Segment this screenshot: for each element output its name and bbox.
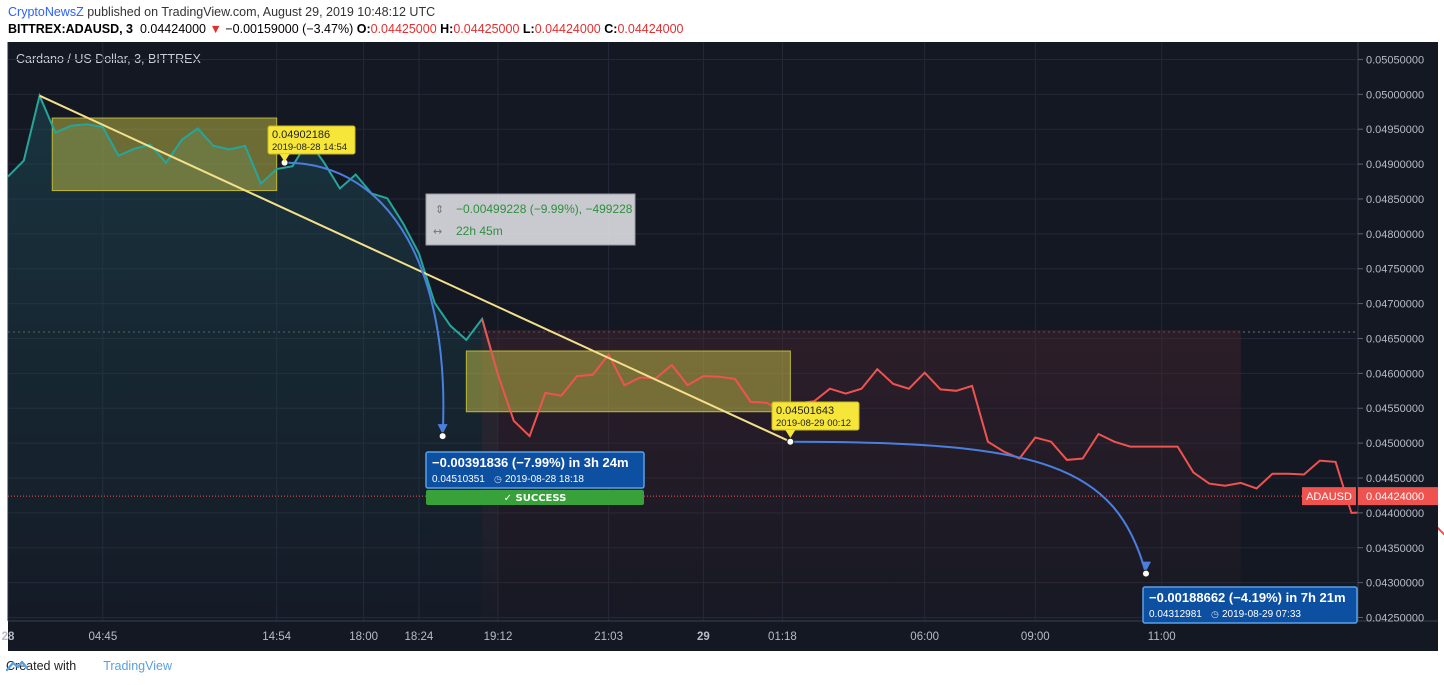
success-badge: [426, 490, 644, 505]
y-tick-label: 0.04550000: [1366, 403, 1424, 415]
low-label: L:: [522, 22, 535, 36]
y-tick-label: 0.04500000: [1366, 438, 1424, 450]
forecast-curve: [790, 440, 1147, 574]
price-note-date: 2019-08-28 14:54: [272, 142, 347, 153]
price-note-pointer: [785, 430, 796, 438]
measure-time: 22h 45m: [456, 224, 503, 238]
chart-header: CryptoNewsZ published on TradingView.com…: [0, 0, 1444, 42]
y-tick-label: 0.04650000: [1366, 333, 1424, 345]
high-label: H:: [440, 22, 454, 36]
x-tick-label: 18:00: [349, 631, 378, 643]
series-name-label: ADAUSD: [1306, 491, 1352, 503]
high-value: 0.04425000: [453, 22, 520, 36]
success-label: ✓ SUCCESS: [504, 493, 567, 504]
x-tick-label: 29: [697, 631, 710, 643]
price-note-box: [771, 401, 860, 431]
green-area: [8, 95, 498, 621]
y-tick-label: 0.04800000: [1366, 229, 1424, 241]
current-price-label: 0.04424000: [1366, 491, 1424, 503]
forecast-price: 0.04510351: [432, 474, 485, 485]
price-change: −0.00159000 (−3.47%): [225, 22, 354, 36]
footer: Created with TradingView: [6, 659, 172, 674]
last-price: 0.04424000: [139, 22, 207, 36]
anchor-point: [786, 437, 795, 446]
forecast-callout: [1142, 586, 1358, 624]
x-tick-label: 11:00: [1148, 631, 1176, 643]
forecast-callout: [425, 451, 645, 489]
y-tick-label: 0.04900000: [1366, 159, 1424, 171]
forecast-curve: [284, 161, 445, 437]
y-tick-label: 0.04450000: [1366, 473, 1424, 485]
ohlc-line: BITTREX:ADAUSD, 3 0.04424000 ▼ −0.001590…: [8, 22, 683, 36]
consolidation-zone: [465, 350, 791, 413]
close-value: 0.04424000: [617, 22, 684, 36]
price-scale: [1358, 42, 1438, 621]
forecast-price: 0.04312981: [1149, 609, 1202, 620]
open-label: O:: [356, 22, 371, 36]
symbol-label: BITTREX:ADAUSD, 3: [8, 22, 134, 36]
green-line: [7, 92, 499, 376]
x-tick-label: 21:03: [594, 631, 623, 643]
price-note-value: 0.04501643: [776, 405, 834, 417]
publish-text: published on TradingView.com, August 29,…: [83, 5, 436, 19]
axes: 0.05050000 0.05000000 0.04950000 0.04900000…: [2, 42, 1438, 643]
tradingview-logo-icon: [6, 660, 101, 674]
y-tick-label: 0.04700000: [1366, 299, 1424, 311]
forecast-date: 2019-08-29 07:33: [1222, 609, 1301, 620]
consolidation-zone: [51, 117, 278, 192]
x-tick-label: 18:24: [405, 631, 434, 643]
y-tick-label: 0.04850000: [1366, 194, 1424, 206]
y-tick-label: 0.04400000: [1366, 508, 1424, 520]
author-link[interactable]: CryptoNewsZ: [8, 5, 84, 19]
y-tick-label: 0.04300000: [1366, 578, 1424, 590]
current-price-badge: [1358, 487, 1438, 506]
x-tick-label: 09:00: [1021, 631, 1050, 643]
x-tick-label: 14:54: [262, 631, 291, 643]
price-range-icon: ⇕: [435, 203, 444, 216]
low-value: 0.04424000: [534, 22, 601, 36]
measure-box: [425, 193, 636, 246]
x-tick-label: 06:00: [910, 631, 939, 643]
trend-line: [39, 94, 791, 443]
clock-icon: ◷: [494, 475, 502, 485]
x-tick-label: 19:12: [484, 631, 513, 643]
y-tick-label: 0.04950000: [1366, 124, 1424, 136]
y-tick-label: 0.04250000: [1366, 613, 1424, 625]
publish-line: CryptoNewsZ published on TradingView.com…: [8, 5, 435, 19]
open-value: 0.04425000: [370, 22, 437, 36]
anchor-point: [1141, 569, 1150, 578]
forecast-change: −0.00188662 (−4.19%) in 7h 21m: [1149, 590, 1346, 605]
y-tick-label: 0.05000000: [1366, 89, 1424, 101]
anchor-point: [438, 432, 447, 441]
x-tick-label: 01:18: [768, 631, 797, 643]
x-tick-label: 04:45: [88, 631, 117, 643]
price-note-box: [267, 125, 356, 155]
time-range-icon: ↔: [433, 225, 442, 238]
y-tick-label: 0.05050000: [1366, 54, 1424, 66]
down-triangle-icon: ▼: [209, 22, 222, 36]
y-tick-label: 0.04750000: [1366, 264, 1424, 276]
price-note-value: 0.04902186: [272, 129, 330, 141]
x-tick-label: 28: [2, 631, 15, 643]
series-name-badge: [1302, 487, 1356, 506]
forecast-change: −0.00391836 (−7.99%) in 3h 24m: [432, 455, 629, 470]
tradingview-link[interactable]: TradingView: [103, 659, 172, 673]
arrow-head: [437, 424, 448, 435]
y-tick-label: 0.04600000: [1366, 368, 1424, 380]
close-label: C:: [604, 22, 618, 36]
forecast-date: 2019-08-28 18:18: [505, 474, 584, 485]
measure-change: −0.00499228 (−9.99%), −499228: [456, 202, 633, 216]
clock-icon: ◷: [1211, 610, 1219, 620]
price-note-date: 2019-08-29 00:12: [776, 418, 851, 429]
arrow-head: [1140, 561, 1151, 572]
price-note-pointer: [279, 154, 290, 162]
y-tick-label: 0.04350000: [1366, 543, 1424, 555]
